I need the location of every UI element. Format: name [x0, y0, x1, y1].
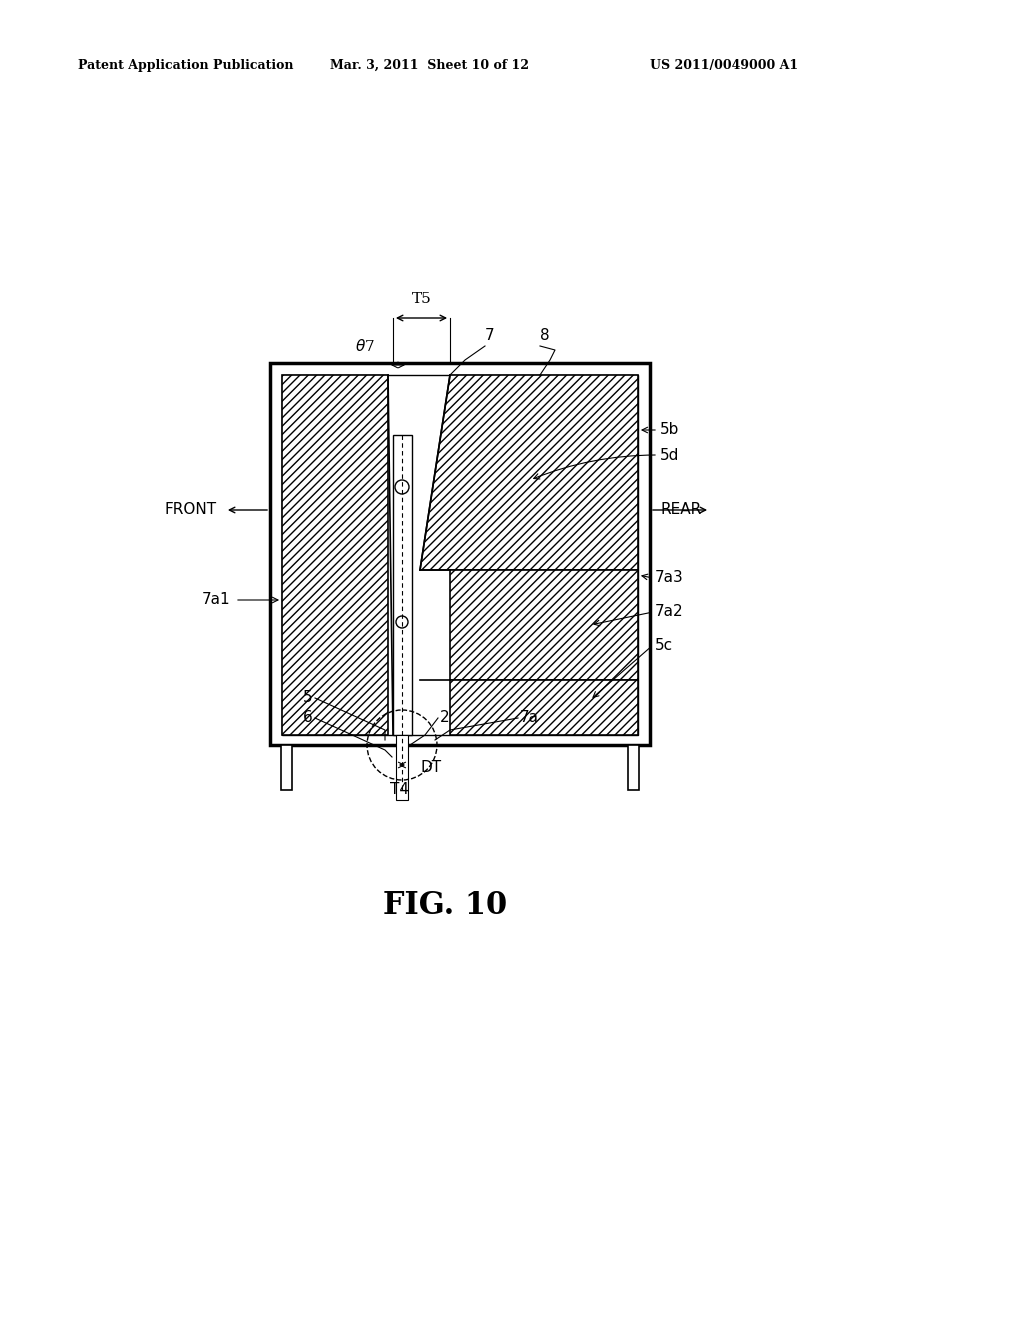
- Text: 5c: 5c: [655, 638, 673, 652]
- Bar: [628, 744, 639, 789]
- Text: 5: 5: [303, 690, 313, 705]
- Text: FIG. 10: FIG. 10: [383, 890, 507, 920]
- Text: 7: 7: [485, 329, 495, 343]
- Text: FRONT: FRONT: [165, 503, 217, 517]
- Text: DT: DT: [420, 760, 441, 776]
- Text: 7a1: 7a1: [202, 593, 230, 607]
- Bar: [270, 363, 650, 744]
- Bar: [281, 744, 292, 789]
- Text: 7a: 7a: [520, 710, 539, 726]
- Bar: [450, 680, 638, 735]
- Polygon shape: [420, 375, 638, 570]
- Text: T5: T5: [412, 292, 431, 306]
- Text: T4: T4: [390, 783, 410, 797]
- Bar: [393, 436, 412, 735]
- Bar: [396, 735, 408, 800]
- Text: 2: 2: [440, 710, 450, 726]
- Text: $\theta$7: $\theta$7: [355, 338, 375, 354]
- Text: 7a3: 7a3: [655, 570, 684, 586]
- Text: 5b: 5b: [660, 422, 679, 437]
- Text: 7a2: 7a2: [655, 605, 684, 619]
- Text: US 2011/0049000 A1: US 2011/0049000 A1: [650, 58, 798, 71]
- Text: REAR: REAR: [660, 503, 701, 517]
- Text: 6: 6: [303, 710, 313, 726]
- Text: Patent Application Publication: Patent Application Publication: [78, 58, 294, 71]
- Text: 8: 8: [541, 329, 550, 343]
- Bar: [282, 375, 638, 735]
- Text: 5d: 5d: [660, 447, 679, 462]
- Bar: [282, 375, 388, 735]
- Bar: [450, 570, 638, 680]
- Text: Mar. 3, 2011  Sheet 10 of 12: Mar. 3, 2011 Sheet 10 of 12: [331, 58, 529, 71]
